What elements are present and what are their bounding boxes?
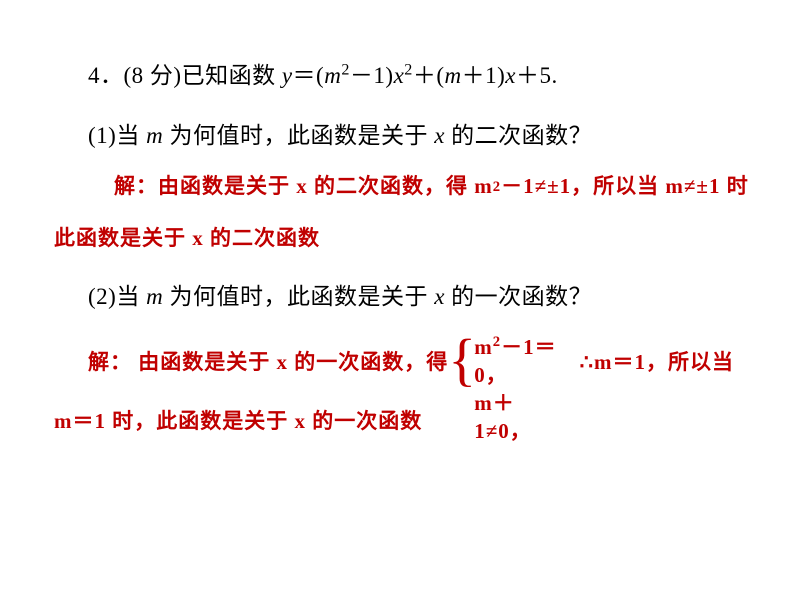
sup-2b: 2: [404, 61, 413, 78]
p1a-prefix: 解：由函数是关于 x 的二次函数，得 m: [114, 172, 493, 201]
equation-system: { m2－1＝0， m＋1≠0，: [448, 333, 571, 391]
p1-x: x: [434, 123, 445, 148]
plus1: ＋1): [462, 63, 506, 88]
minus1: －1): [350, 63, 394, 88]
plus-open: ＋(: [413, 63, 445, 88]
part1-answer-line1: 解：由函数是关于 x 的二次函数，得 m2－1≠±1，所以当 m≠±1 时，: [60, 172, 734, 201]
p2-m: m: [146, 284, 163, 309]
p1-prefix: (1)当: [88, 123, 146, 148]
p2-prefix: (2)当: [88, 284, 146, 309]
question-stem: 4．(8 分)已知函数 y＝(m2－1)x2＋(m＋1)x＋5.: [60, 60, 734, 92]
system-row-2: m＋1≠0，: [474, 389, 571, 445]
part2-answer-line1: 解： 由函数是关于 x 的一次函数，得 { m2－1＝0， m＋1≠0， ∴m＝…: [60, 333, 734, 391]
var-m2: m: [445, 63, 462, 88]
sys1-sup: 2: [493, 334, 501, 350]
p1-m: m: [146, 123, 163, 148]
left-brace-icon: {: [448, 331, 477, 389]
p2a-line2: m＝1 时，此函数是关于 x 的一次函数: [54, 409, 422, 433]
p2a-pre: 解： 由函数是关于 x 的一次函数，得: [88, 348, 448, 377]
var-m1: m: [324, 63, 341, 88]
sup-2a: 2: [341, 61, 350, 78]
p1-suffix: 的二次函数？: [445, 123, 592, 148]
p2-mid: 为何值时，此函数是关于: [163, 284, 434, 309]
p2a-post: ∴m＝1，所以当: [580, 348, 734, 377]
eq: ＝(: [293, 63, 325, 88]
p2-suffix: 的一次函数？: [445, 284, 592, 309]
var-x2: x: [505, 63, 516, 88]
part1-answer-line2: 此函数是关于 x 的二次函数: [54, 224, 734, 253]
var-x1: x: [394, 63, 405, 88]
sys2: m＋1≠0，: [474, 391, 532, 443]
q-prefix: 4．(8 分)已知函数: [88, 63, 282, 88]
p1-mid: 为何值时，此函数是关于: [163, 123, 434, 148]
p1a-line2: 此函数是关于 x 的二次函数: [54, 226, 320, 250]
p2-x: x: [434, 284, 445, 309]
part1-question: (1)当 m 为何值时，此函数是关于 x 的二次函数？: [60, 120, 734, 152]
part2-question: (2)当 m 为何值时，此函数是关于 x 的一次函数？: [60, 281, 734, 313]
page: { "question": { "number_prefix": "4．(8 分…: [0, 0, 794, 596]
system-row-1: m2－1＝0，: [474, 333, 571, 389]
part2-answer-line2: m＝1 时，此函数是关于 x 的一次函数: [54, 407, 734, 436]
p1a-mid: －1≠±1，所以当 m≠±1 时: [501, 172, 749, 201]
var-y: y: [282, 63, 293, 88]
plus5: ＋5.: [516, 63, 558, 88]
